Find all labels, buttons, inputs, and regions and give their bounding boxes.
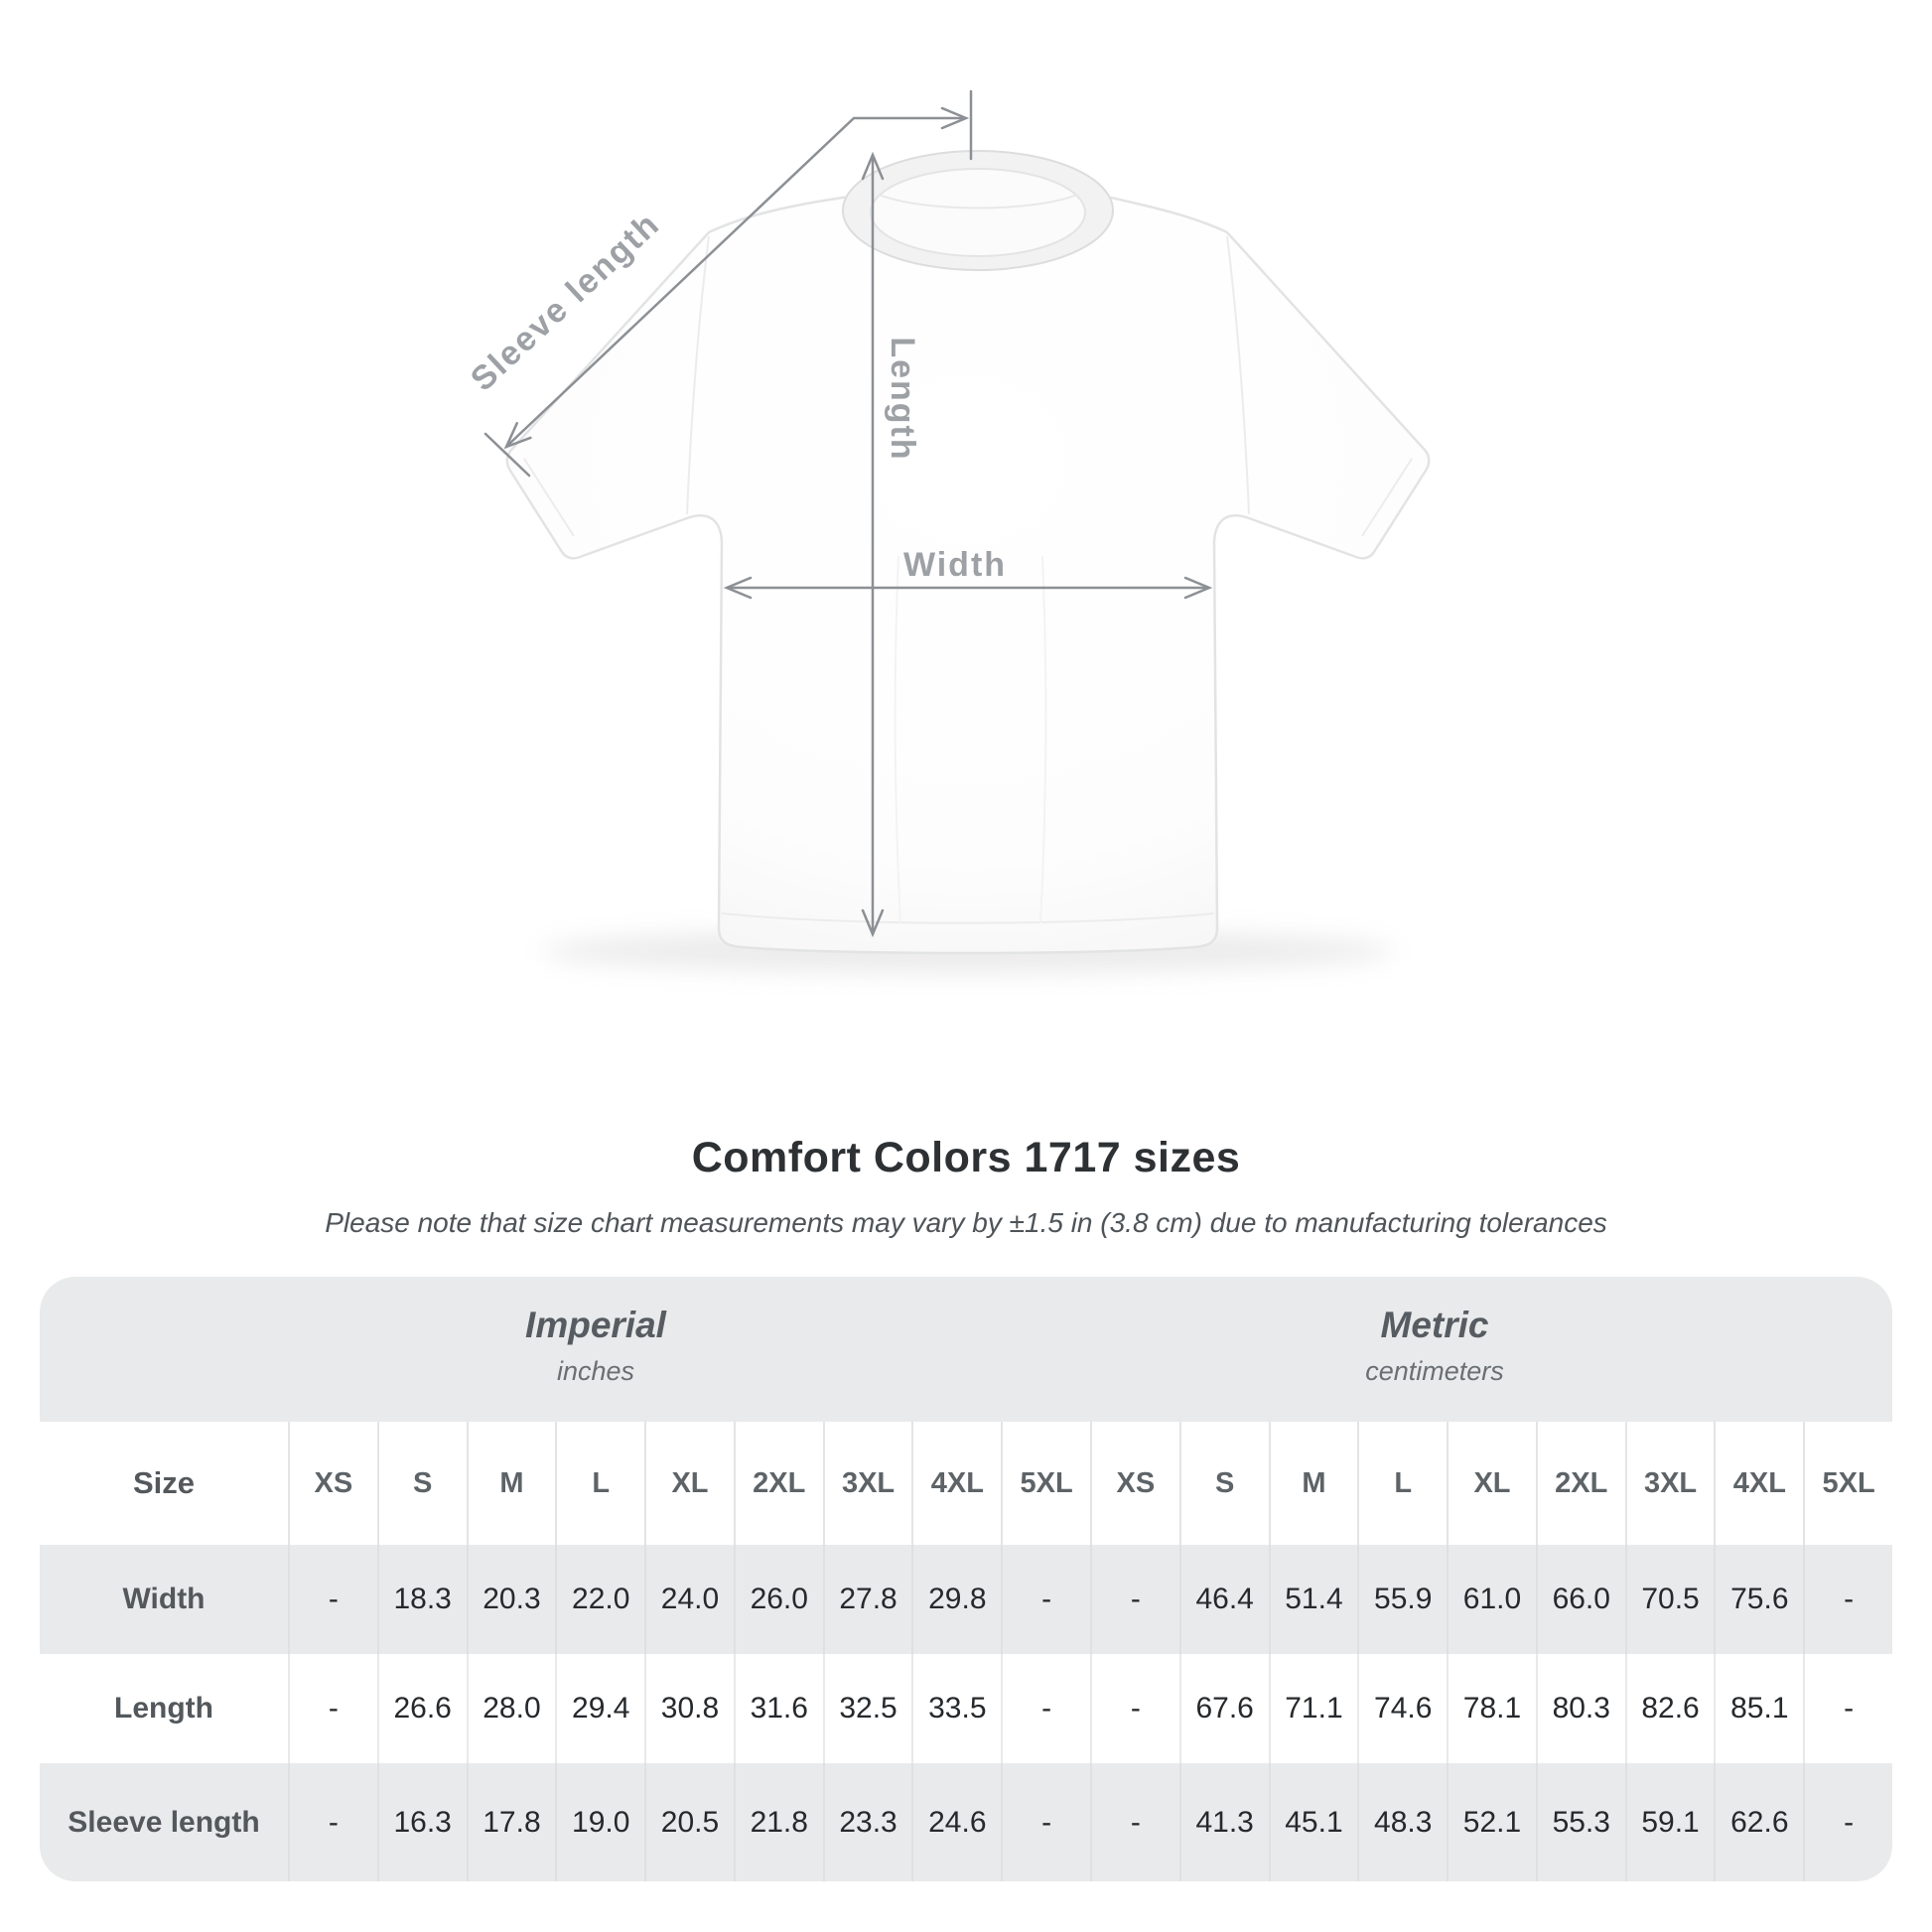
shirt-collar [842,150,1114,271]
table-cell: - [288,1654,377,1763]
table-cell: 29.4 [555,1654,645,1763]
table-cell: 30.8 [644,1654,734,1763]
table-cell: 61.0 [1447,1545,1536,1654]
column-header: XS [1090,1422,1179,1545]
table-cell: 55.3 [1535,1763,1625,1881]
tshirt-measurement-diagram: Sleeve length Length Width [464,89,1431,973]
table-cell: 59.1 [1624,1763,1715,1881]
table-cell: - [1803,1763,1892,1881]
sleeve-length-arrow [506,116,965,447]
table-cell: 26.0 [733,1545,823,1654]
column-header: 4XL [911,1422,1002,1545]
metric-unit-header: Metric centimeters [958,1277,1911,1414]
table-cell: 74.6 [1357,1654,1448,1763]
column-header: 2XL [1535,1422,1625,1545]
table-cell: 46.4 [1178,1545,1269,1654]
row-label-width: Width [40,1545,288,1654]
table-cell: 21.8 [733,1763,823,1881]
page-title: Comfort Colors 1717 sizes [691,1134,1241,1181]
size-chart-table: Imperial inches Metric centimeters Size … [40,1277,1892,1881]
table-cell: 18.3 [376,1545,467,1654]
table-cell: 24.6 [911,1763,1002,1881]
metric-units: centimeters [1365,1355,1504,1386]
table-cell: 16.3 [376,1763,467,1881]
column-header: 5XL [1803,1422,1892,1545]
column-header: 5XL [1001,1422,1090,1545]
column-header: 3XL [822,1422,912,1545]
table-cell: 78.1 [1447,1654,1536,1763]
table-cell: 41.3 [1178,1763,1269,1881]
table-cell: - [1001,1545,1090,1654]
table-cell: 20.5 [644,1763,734,1881]
column-header: 3XL [1624,1422,1715,1545]
column-header: M [466,1422,556,1545]
measurement-arrows [483,89,1213,938]
length-label: Length [884,337,921,461]
table-cell: 67.6 [1178,1654,1269,1763]
table-cell: 52.1 [1447,1763,1536,1881]
table-cell: 70.5 [1624,1545,1715,1654]
table-cell: - [1090,1763,1179,1881]
column-header: 2XL [733,1422,823,1545]
unit-header-band: Imperial inches Metric centimeters [40,1277,1892,1422]
table-cell: 51.4 [1268,1545,1358,1654]
table-cell: 27.8 [822,1545,912,1654]
column-header: S [376,1422,467,1545]
column-header: 4XL [1714,1422,1804,1545]
table-cell: - [1090,1545,1179,1654]
table-cell: 85.1 [1714,1654,1804,1763]
table-cell: 80.3 [1535,1654,1625,1763]
table-cell: 29.8 [911,1545,1002,1654]
sleeve-end-tick [483,432,531,478]
table-cell: 48.3 [1357,1763,1448,1881]
row-label-sleeve-length: Sleeve length [40,1763,288,1881]
table-cell: - [288,1763,377,1881]
column-header: XL [644,1422,734,1545]
table-cell: 82.6 [1624,1654,1715,1763]
table-cell: 33.5 [911,1654,1002,1763]
column-header: XS [288,1422,377,1545]
table-cell: - [1001,1763,1090,1881]
metric-label: Metric [1380,1304,1489,1345]
imperial-units: inches [556,1355,635,1386]
table-cell: 23.3 [822,1763,912,1881]
table-cell: - [1001,1654,1090,1763]
column-header: L [555,1422,645,1545]
table-cell: - [1803,1654,1892,1763]
table-cell: 55.9 [1357,1545,1448,1654]
table-cell: - [1090,1654,1179,1763]
arrowheads [503,106,1213,938]
table-cell: 45.1 [1268,1763,1358,1881]
table-cell: 22.0 [555,1545,645,1654]
column-header: M [1268,1422,1358,1545]
shirt-body [505,158,1431,955]
width-label: Width [903,546,1007,584]
column-header: XL [1447,1422,1536,1545]
table-cell: 31.6 [733,1654,823,1763]
table-cell: 26.6 [376,1654,467,1763]
column-header: S [1178,1422,1269,1545]
table-cell: 20.3 [466,1545,556,1654]
shirt-seams [523,235,1413,924]
row-label-length: Length [40,1654,288,1763]
table-cell: 62.6 [1714,1763,1804,1881]
tolerance-note: Please note that size chart measurements… [325,1207,1607,1238]
column-header: L [1357,1422,1448,1545]
imperial-label: Imperial [525,1304,666,1345]
table-cell: 75.6 [1714,1545,1804,1654]
table-cell: 71.1 [1268,1654,1358,1763]
table-cell: 32.5 [822,1654,912,1763]
table-cell: 24.0 [644,1545,734,1654]
table-cell: 66.0 [1535,1545,1625,1654]
t-shirt-illustration [505,150,1431,973]
size-column-header: Size [40,1422,288,1545]
table-cell: 19.0 [555,1763,645,1881]
imperial-unit-header: Imperial inches [109,1277,1082,1414]
table-cell: - [1803,1545,1892,1654]
table-cell: 17.8 [466,1763,556,1881]
table-cell: 28.0 [466,1654,556,1763]
table-cell: - [288,1545,377,1654]
